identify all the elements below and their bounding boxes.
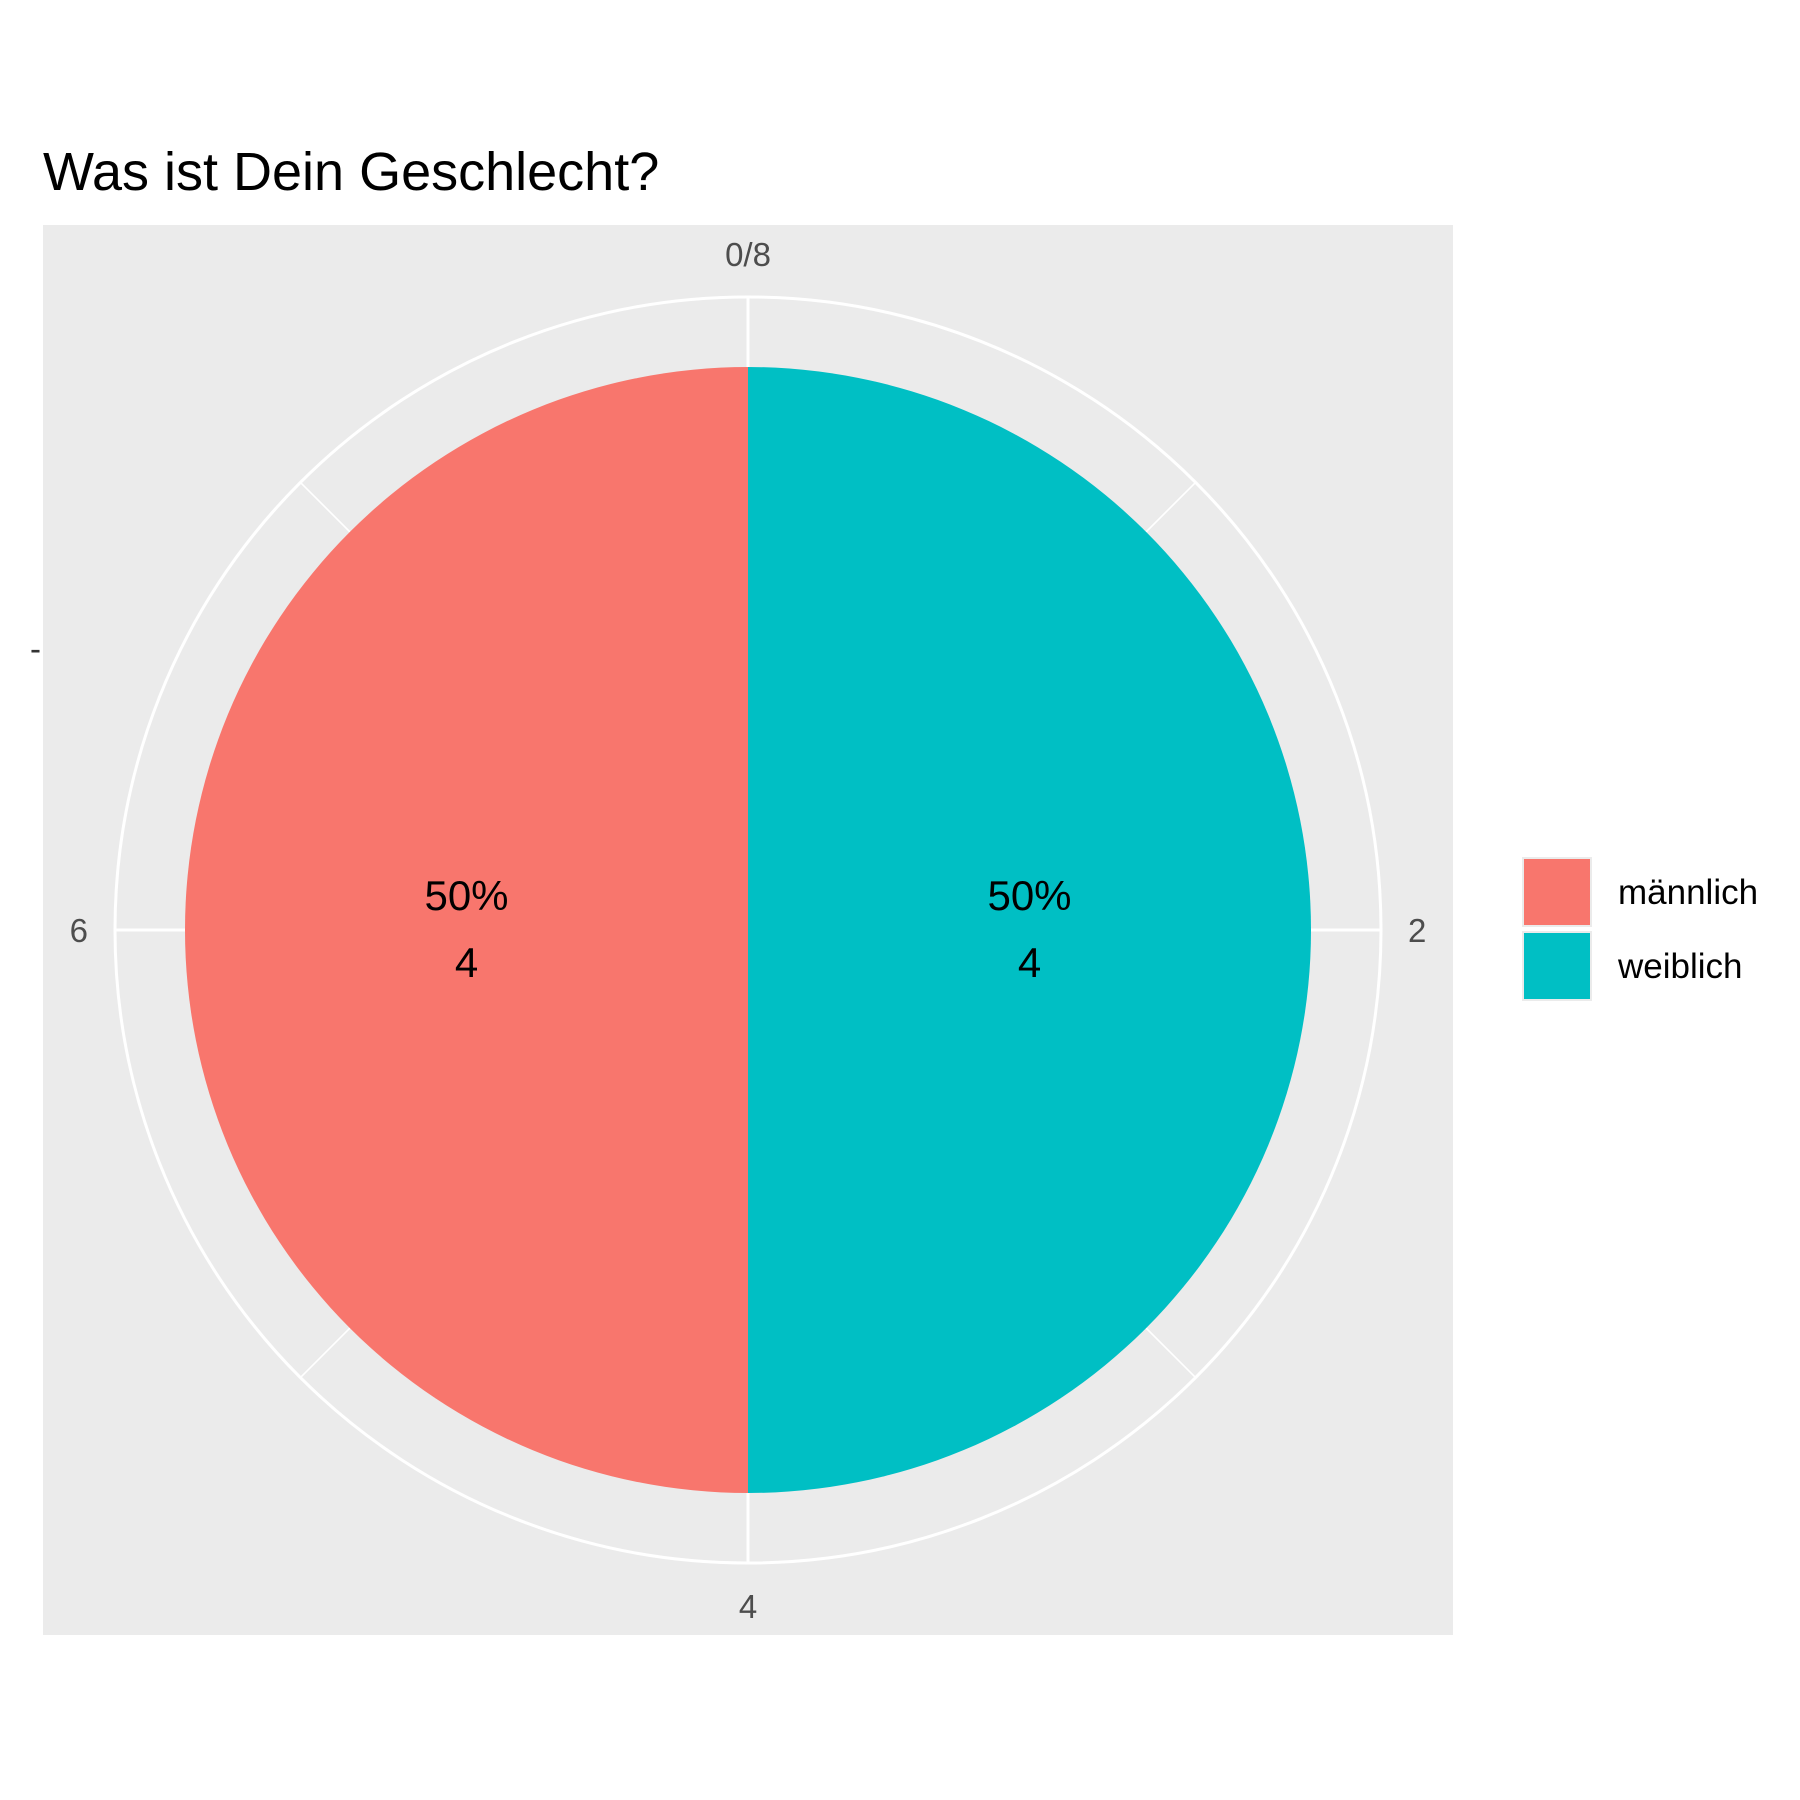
legend-label: weiblich — [1617, 947, 1743, 986]
angular-tick-label: 2 — [1408, 912, 1426, 949]
angular-tick-label: 4 — [739, 1588, 757, 1625]
legend: männlich weiblich — [1522, 857, 1758, 1001]
angular-tick-label: 0/8 — [725, 236, 771, 273]
legend-key-swatch — [1524, 859, 1590, 925]
legend-label: männlich — [1618, 873, 1758, 912]
slice-percent-label: 50% — [424, 872, 508, 919]
angular-tick-label: 6 — [70, 912, 88, 949]
pie-slices — [185, 367, 1311, 1493]
slice-count-label: 4 — [455, 939, 478, 986]
slice-labels: 50% 4 50% 4 — [424, 872, 1071, 986]
y-axis-tick-mark: - — [30, 630, 41, 667]
angular-ticks: 0/8 2 4 6 — [70, 236, 1427, 1625]
chart-title: Was ist Dein Geschlecht? — [43, 142, 659, 202]
slice-count-label: 4 — [1018, 939, 1041, 986]
legend-key-swatch — [1524, 933, 1590, 999]
slice-percent-label: 50% — [987, 872, 1071, 919]
pie-slice-männlich — [185, 367, 748, 1493]
pie-slice-weiblich — [748, 367, 1311, 1493]
